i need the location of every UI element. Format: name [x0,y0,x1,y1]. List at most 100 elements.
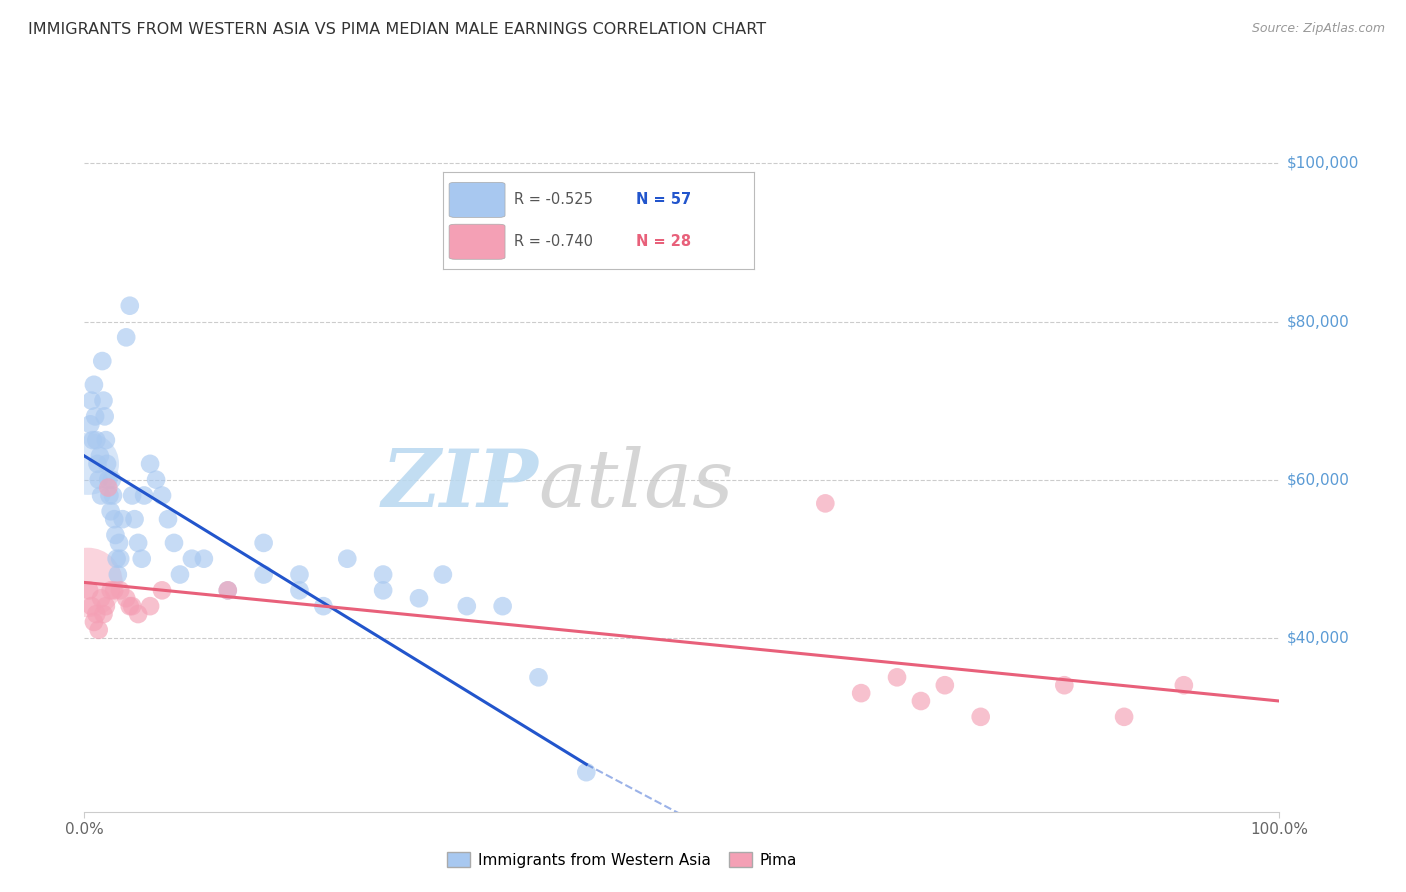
Point [288,567,311,582]
Text: R = -0.740: R = -0.740 [515,235,593,249]
Point [93,393,115,408]
Point [253,567,276,582]
Point [84,433,107,447]
Text: R = -0.525: R = -0.525 [515,193,593,207]
FancyBboxPatch shape [449,224,505,260]
Point [492,599,515,614]
Point [288,583,311,598]
Text: $100,000: $100,000 [1286,156,1358,171]
Point [101,473,124,487]
Point [408,591,430,606]
Text: N = 57: N = 57 [636,193,690,207]
Point [103,512,125,526]
Point [150,488,173,502]
Point [97,473,120,487]
Point [84,607,107,621]
Point [80,393,103,408]
Point [371,567,394,582]
Point [456,599,478,614]
Point [110,583,132,598]
Text: N = 28: N = 28 [636,235,690,249]
Point [121,599,143,614]
Point [527,670,550,684]
Point [118,599,141,614]
Point [180,551,202,566]
Text: atlas: atlas [538,446,734,524]
Text: $80,000: $80,000 [1286,314,1350,329]
Point [80,599,103,614]
Point [93,607,115,621]
Point [79,417,101,432]
Text: ZIP: ZIP [381,446,538,524]
Point [90,591,112,606]
Point [253,536,276,550]
Point [94,599,117,614]
Point [105,551,128,566]
Point [131,551,153,566]
Point [107,567,129,582]
Point [970,710,993,724]
Point [312,599,335,614]
Point [163,536,186,550]
Point [98,488,121,502]
Point [91,354,114,368]
Point [86,457,108,471]
Point [118,299,141,313]
Point [336,551,359,566]
Point [849,686,872,700]
Point [83,615,105,629]
Point [89,449,111,463]
Point [83,377,105,392]
Point [193,551,215,566]
Point [1173,678,1195,692]
Point [87,623,110,637]
Text: Source: ZipAtlas.com: Source: ZipAtlas.com [1251,22,1385,36]
Point [96,457,118,471]
Point [814,496,837,510]
Point [93,409,115,424]
Point [371,583,394,598]
Point [100,583,122,598]
Point [121,488,143,502]
Point [101,488,124,502]
Point [886,670,908,684]
Point [157,512,180,526]
Point [94,433,117,447]
Point [108,536,131,550]
Point [934,678,956,692]
Point [139,457,162,471]
Point [910,694,932,708]
Point [1053,678,1076,692]
FancyBboxPatch shape [449,182,505,218]
Point [145,473,167,487]
Point [87,473,110,487]
Legend: Immigrants from Western Asia, Pima: Immigrants from Western Asia, Pima [441,846,803,873]
Point [1112,710,1135,724]
Point [169,567,191,582]
Point [124,512,146,526]
Point [111,512,134,526]
Point [127,536,149,550]
Point [97,481,120,495]
Point [115,330,138,344]
Point [150,583,173,598]
Point [132,488,156,502]
Point [139,599,162,614]
Point [103,583,125,598]
Point [84,409,107,424]
Point [110,551,132,566]
Point [217,583,239,598]
Point [77,575,100,590]
Text: $40,000: $40,000 [1286,631,1350,645]
Point [77,457,100,471]
Point [127,607,149,621]
Point [90,488,112,502]
Point [77,583,100,598]
Point [115,591,138,606]
Point [104,528,127,542]
Text: IMMIGRANTS FROM WESTERN ASIA VS PIMA MEDIAN MALE EARNINGS CORRELATION CHART: IMMIGRANTS FROM WESTERN ASIA VS PIMA MED… [28,22,766,37]
Point [575,765,598,780]
Point [82,433,104,447]
Text: $60,000: $60,000 [1286,472,1350,487]
Point [432,567,454,582]
